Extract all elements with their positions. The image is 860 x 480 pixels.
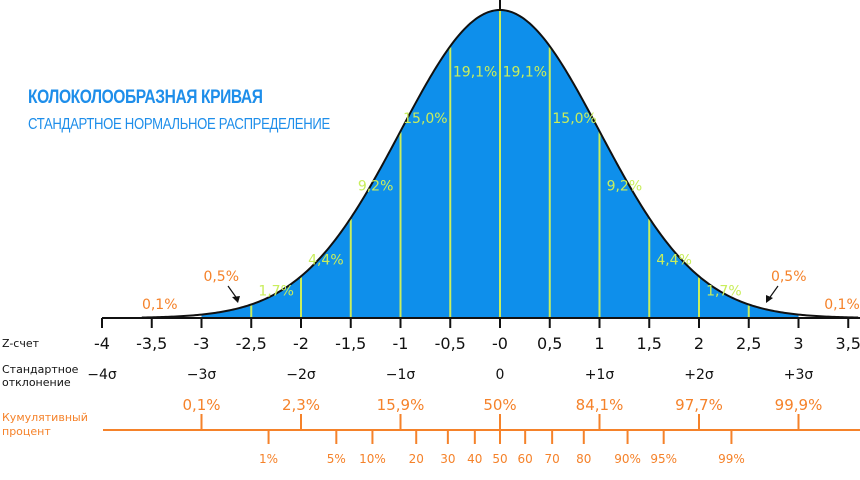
cumulative-upper-label: 97,7% — [675, 396, 723, 414]
area-percent-label: 9,2% — [358, 179, 394, 195]
z-tick-label: -0,5 — [435, 334, 466, 353]
cumulative-lower-label: 60 — [518, 452, 533, 466]
std-dev-row-label-line1: Стандартное — [2, 363, 79, 376]
sigma-label: −1σ — [386, 367, 416, 383]
z-tick-label: 0,5 — [537, 334, 562, 353]
tail-label-outer-right: 0,1% — [824, 297, 860, 313]
z-tick-label: -4 — [94, 334, 110, 353]
cumulative-lower-label: 50 — [492, 452, 507, 466]
cumulative-lower-label: 40 — [467, 452, 482, 466]
cumulative-lower-label: 70 — [544, 452, 559, 466]
pointer-arrowhead-right — [766, 295, 773, 303]
z-tick-label: -3 — [194, 334, 210, 353]
z-tick-label: 3,5 — [836, 334, 860, 353]
cumulative-upper-label: 2,3% — [282, 396, 320, 414]
cumulative-upper-label: 84,1% — [576, 396, 624, 414]
cumulative-upper-label: 50% — [483, 396, 516, 414]
z-tick-label: -1,5 — [335, 334, 366, 353]
area-percent-label: 4,4% — [656, 252, 692, 268]
cumulative-upper-label: 99,9% — [775, 396, 823, 414]
cumulative-lower-label: 90% — [614, 452, 641, 466]
cumulative-lower-label: 99% — [718, 452, 745, 466]
z-tick-label: 3 — [793, 334, 803, 353]
cumulative-row-label-line1: Кумулятивный — [2, 411, 88, 424]
z-tick-label: 2,5 — [736, 334, 761, 353]
area-percent-label: 15,0% — [403, 111, 447, 127]
area-percent-label: 19,1% — [503, 65, 547, 81]
tail-label-inner-left: 0,5% — [203, 269, 239, 285]
z-tick-label: 1 — [594, 334, 604, 353]
sigma-label: −4σ — [87, 367, 117, 383]
pointer-arrowhead-left — [232, 296, 240, 303]
std-dev-row-label-line2: отклонение — [2, 376, 71, 389]
area-percent-label: 1,7% — [706, 283, 742, 299]
sigma-label: −2σ — [286, 367, 316, 383]
cumulative-lower-label: 30 — [440, 452, 455, 466]
sigma-label: +2σ — [684, 367, 714, 383]
cumulative-upper-label: 0,1% — [182, 396, 220, 414]
z-tick-label: -0 — [492, 334, 508, 353]
cumulative-lower-label: 95% — [650, 452, 677, 466]
tail-label-outer-left: 0,1% — [142, 297, 178, 313]
area-percent-label: 1,7% — [258, 283, 294, 299]
cumulative-lower-label: 80 — [576, 452, 591, 466]
sigma-label: 0 — [496, 367, 505, 383]
cumulative-lower-label: 1% — [259, 452, 278, 466]
area-percent-label: 9,2% — [607, 179, 643, 195]
z-tick-label: -1 — [393, 334, 409, 353]
cumulative-upper-label: 15,9% — [377, 396, 425, 414]
area-percent-label: 4,4% — [308, 252, 344, 268]
area-percent-label: 19,1% — [453, 65, 497, 81]
z-tick-label: 2 — [694, 334, 704, 353]
z-score-row-label: Z-счет — [2, 337, 40, 350]
sigma-label: −3σ — [187, 367, 217, 383]
z-tick-label: 1,5 — [637, 334, 662, 353]
z-tick-label: -2,5 — [236, 334, 267, 353]
cumulative-lower-label: 20 — [409, 452, 424, 466]
cumulative-lower-label: 10% — [359, 452, 386, 466]
z-tick-label: -3,5 — [136, 334, 167, 353]
z-tick-label: -2 — [293, 334, 309, 353]
cumulative-lower-label: 5% — [327, 452, 346, 466]
diagram-title: КОЛОКОЛООБРАЗНАЯ КРИВАЯ — [28, 87, 263, 108]
sigma-label: +3σ — [784, 367, 814, 383]
area-percent-label: 15,0% — [552, 111, 596, 127]
diagram-subtitle: СТАНДАРТНОЕ НОРМАЛЬНОЕ РАСПРЕДЕЛЕНИЕ — [28, 116, 330, 133]
sigma-label: +1σ — [585, 367, 615, 383]
tail-label-inner-right: 0,5% — [771, 269, 807, 285]
cumulative-row-label-line2: процент — [2, 425, 51, 438]
